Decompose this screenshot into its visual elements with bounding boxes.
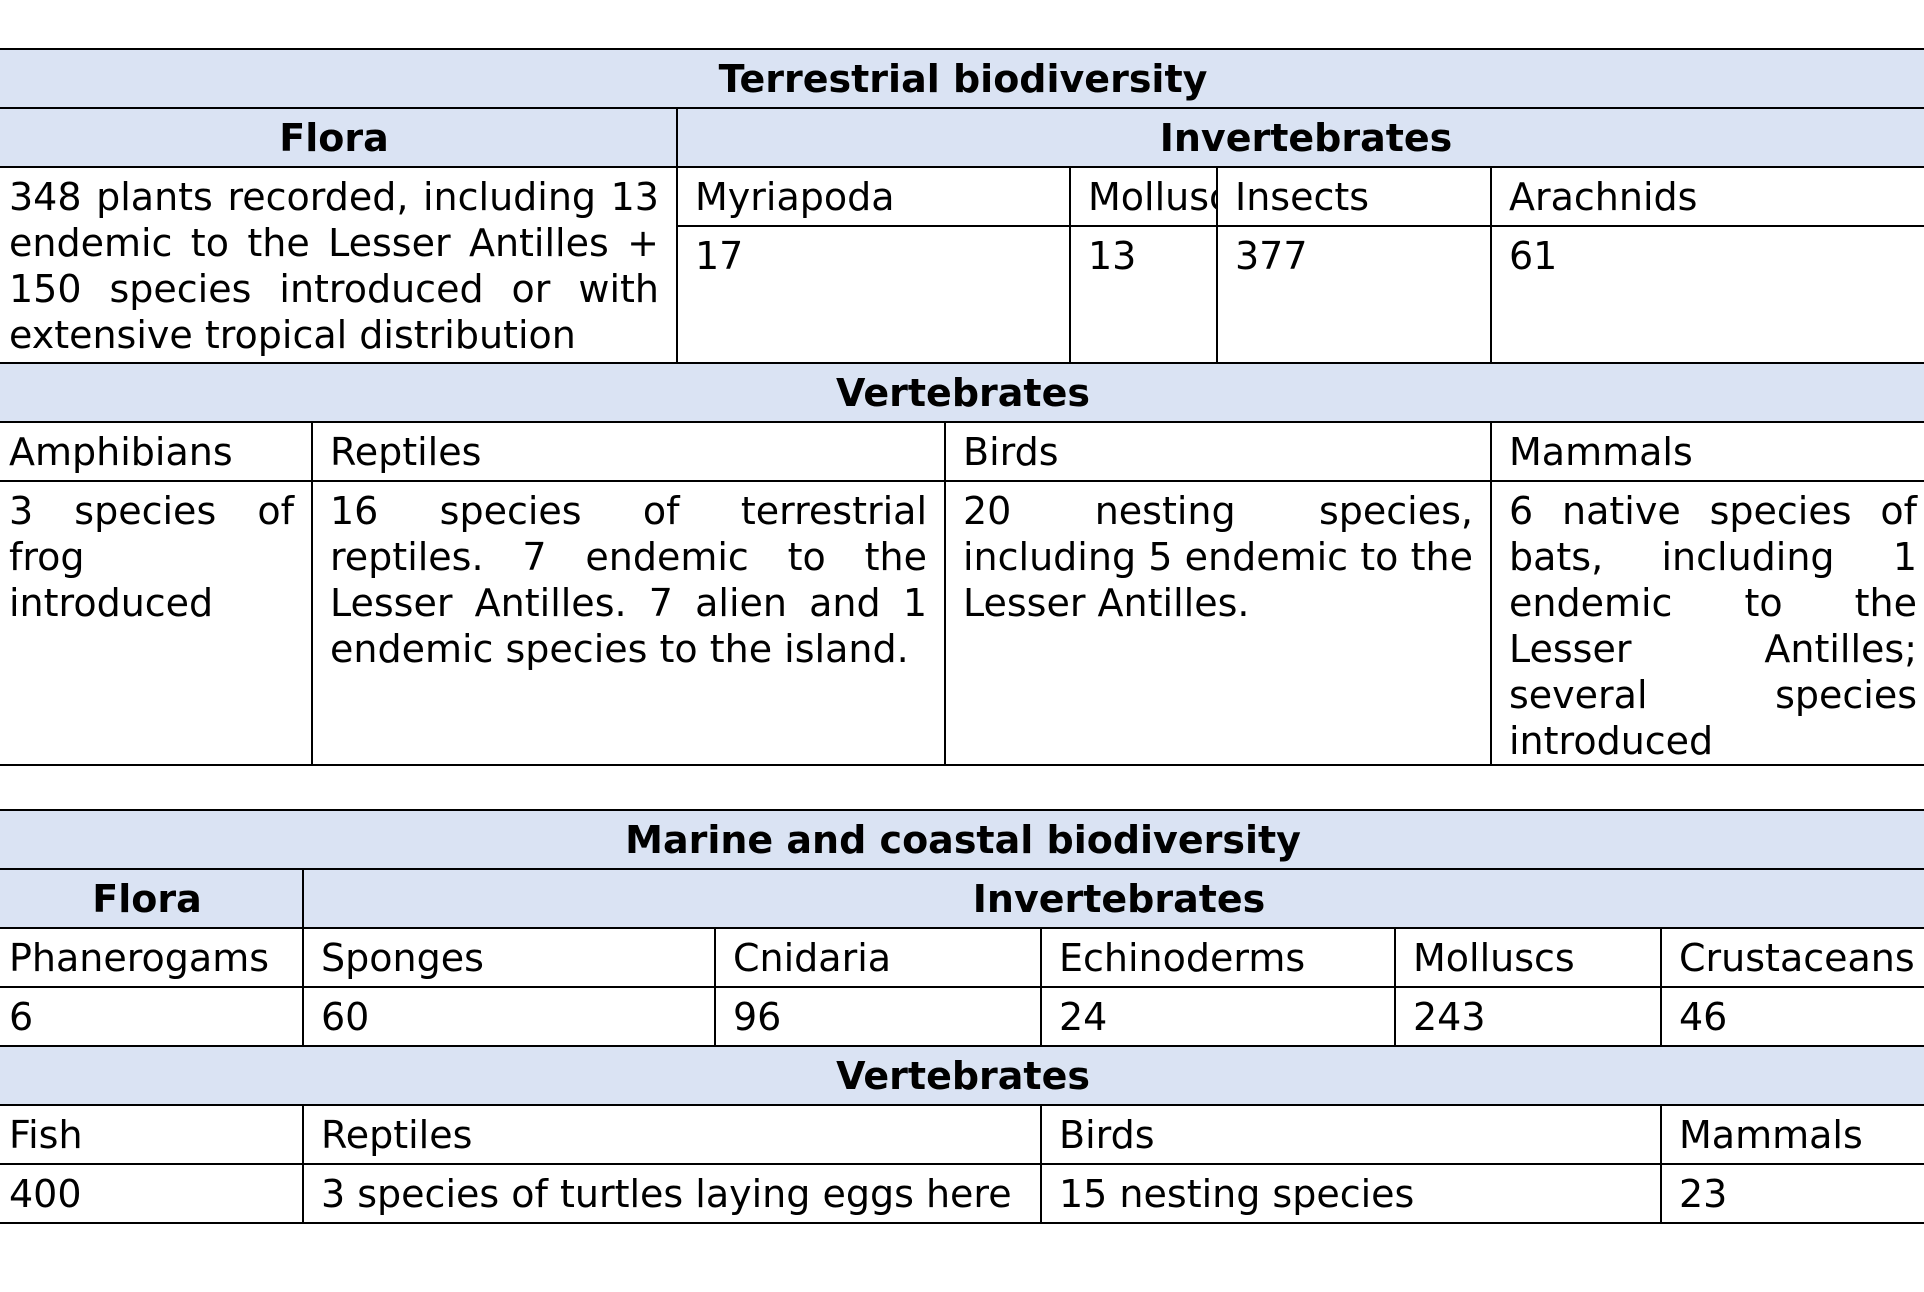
marine-group-header: Cnidaria bbox=[714, 927, 1042, 988]
terrestrial-vertebrates-heading: Vertebrates bbox=[0, 362, 1924, 423]
marine-flora-heading: Flora bbox=[0, 868, 304, 929]
marine-title: Marine and coastal biodiversity bbox=[0, 809, 1924, 870]
terrestrial-invertebrates-heading: Invertebrates bbox=[675, 107, 1924, 168]
marine-group-value: 46 bbox=[1659, 986, 1924, 1047]
terrestrial-vertebrate-header: Mammals bbox=[1489, 421, 1924, 482]
terrestrial-vertebrate-value: 20 nesting species, including 5 endemic … bbox=[944, 480, 1492, 766]
terrestrial-invertebrate-value: 61 bbox=[1489, 225, 1924, 364]
marine-group-value: 24 bbox=[1040, 986, 1396, 1047]
terrestrial-vertebrate-header: Birds bbox=[944, 421, 1492, 482]
marine-vertebrate-header: Birds bbox=[1040, 1104, 1662, 1165]
marine-invertebrates-heading: Invertebrates bbox=[301, 868, 1924, 929]
terrestrial-invertebrate-value: 13 bbox=[1069, 225, 1218, 364]
marine-vertebrate-header: Fish bbox=[0, 1104, 304, 1165]
marine-vertebrates-heading: Vertebrates bbox=[0, 1045, 1924, 1106]
marine-vertebrate-value: 400 bbox=[0, 1163, 304, 1224]
terrestrial-invertebrate-header: Insects bbox=[1216, 166, 1492, 227]
marine-group-header: Phanerogams bbox=[0, 927, 304, 988]
terrestrial-vertebrate-header: Reptiles bbox=[311, 421, 946, 482]
terrestrial-invertebrate-value: 17 bbox=[676, 225, 1071, 364]
marine-group-value: 243 bbox=[1394, 986, 1662, 1047]
terrestrial-flora-heading: Flora bbox=[0, 107, 678, 168]
terrestrial-invertebrate-value: 377 bbox=[1216, 225, 1492, 364]
marine-group-header: Molluscs bbox=[1394, 927, 1662, 988]
terrestrial-invertebrate-header: Arachnids bbox=[1489, 166, 1924, 227]
marine-group-value: 60 bbox=[302, 986, 716, 1047]
terrestrial-vertebrate-value: 3 species of frog introduced bbox=[0, 480, 313, 766]
marine-group-header: Sponges bbox=[302, 927, 716, 988]
terrestrial-biodiversity-table: Terrestrial biodiversity Flora Invertebr… bbox=[0, 48, 1924, 766]
marine-vertebrate-header: Reptiles bbox=[302, 1104, 1042, 1165]
terrestrial-vertebrate-header: Amphibians bbox=[0, 421, 313, 482]
marine-biodiversity-table: Marine and coastal biodiversity Flora In… bbox=[0, 809, 1924, 1224]
marine-vertebrate-value: 23 bbox=[1659, 1163, 1924, 1224]
marine-vertebrate-value: 15 nesting species bbox=[1040, 1163, 1662, 1224]
terrestrial-invertebrate-header: Myriapoda bbox=[676, 166, 1071, 227]
terrestrial-title: Terrestrial biodiversity bbox=[0, 48, 1924, 109]
marine-group-header: Crustaceans bbox=[1659, 927, 1924, 988]
marine-group-value: 96 bbox=[714, 986, 1042, 1047]
terrestrial-invertebrate-header: Molluscs bbox=[1069, 166, 1218, 227]
marine-group-header: Echinoderms bbox=[1040, 927, 1396, 988]
marine-vertebrate-value: 3 species of turtles laying eggs here bbox=[302, 1163, 1042, 1224]
terrestrial-vertebrate-value: 6 native species of bats, including 1 en… bbox=[1489, 480, 1924, 766]
marine-group-value: 6 bbox=[0, 986, 304, 1047]
terrestrial-flora-text: 348 plants recorded, including 13 endemi… bbox=[0, 166, 678, 364]
terrestrial-vertebrate-value: 16 species of terrestrial reptiles. 7 en… bbox=[311, 480, 946, 766]
marine-vertebrate-header: Mammals bbox=[1659, 1104, 1924, 1165]
